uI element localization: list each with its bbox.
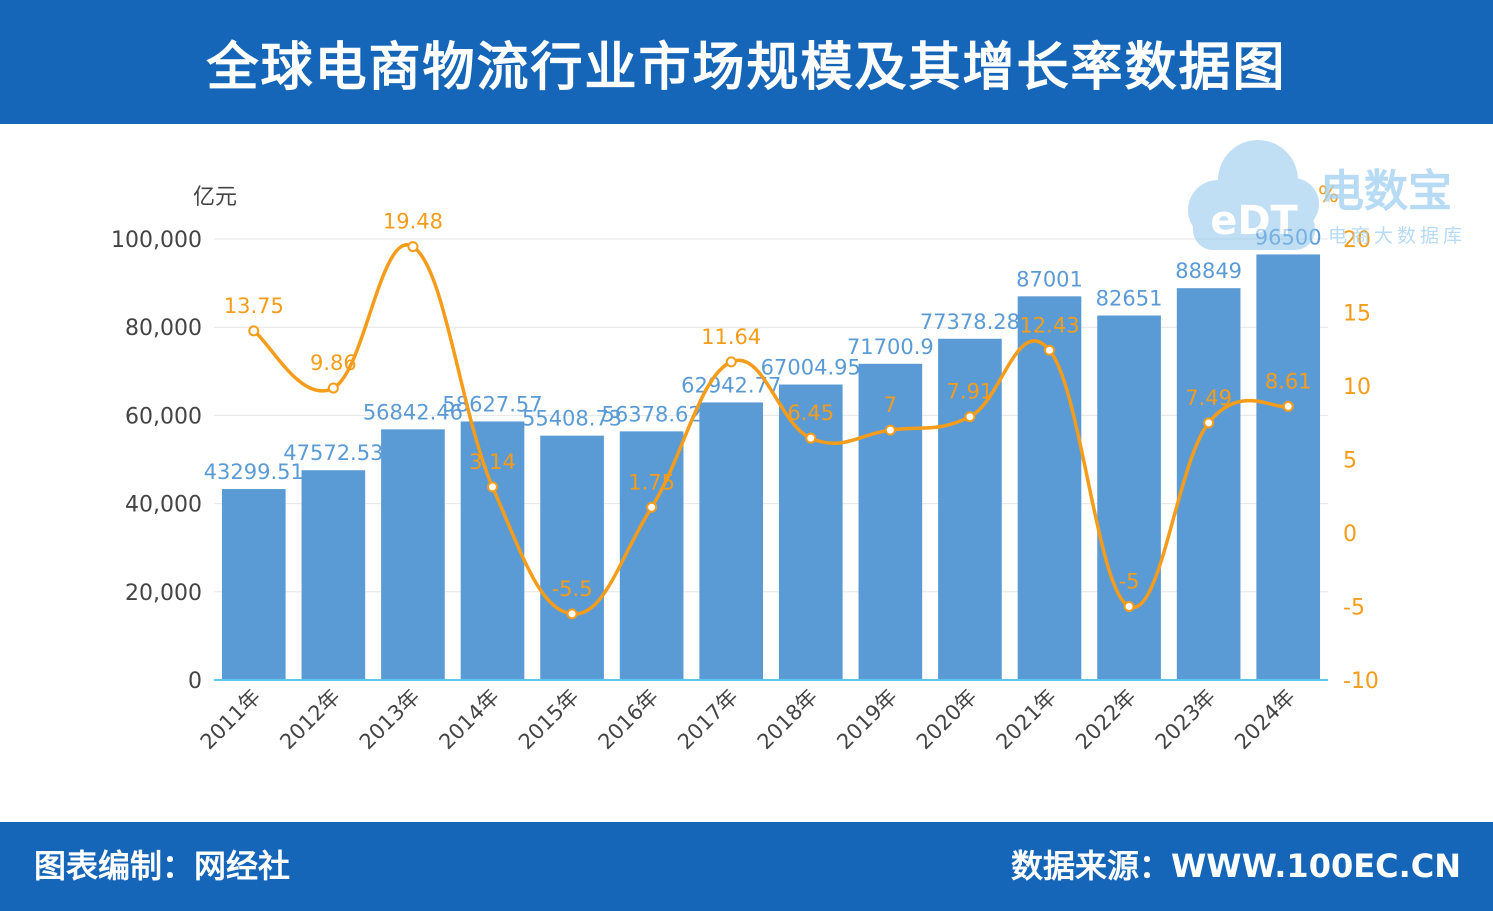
bar	[858, 363, 923, 680]
bar	[699, 402, 764, 680]
edt-logo-icon: eDT	[1188, 140, 1319, 250]
bar-value-label: 55408.73	[522, 407, 622, 431]
y-left-tick-label: 20,000	[125, 581, 202, 606]
x-tick-label: 2017年	[673, 685, 743, 755]
y-right-tick-label: -5	[1343, 596, 1365, 621]
growth-rate-point	[646, 501, 658, 513]
bar-value-label: 87001	[1016, 267, 1083, 291]
bar	[1176, 288, 1241, 680]
line-value-label: 9.86	[310, 351, 357, 375]
growth-rate-point	[1282, 400, 1294, 412]
y-right-tick-label: 5	[1343, 449, 1357, 474]
bar	[301, 470, 366, 680]
line-value-label: 12.43	[1019, 313, 1079, 337]
bar	[1256, 254, 1321, 680]
footer-source: 数据来源：WWW.100EC.CN	[1010, 847, 1461, 885]
bar	[381, 429, 445, 680]
x-tick-label: 2013年	[355, 685, 425, 755]
x-tick-label: 2024年	[1230, 685, 1300, 755]
title-banner: 全球电商物流行业市场规模及其增长率数据图	[0, 0, 1493, 124]
line-value-label: -5.5	[552, 577, 593, 601]
y-right-tick-label: 0	[1343, 522, 1357, 547]
growth-rate-line	[252, 243, 1289, 616]
line-value-label: 11.64	[701, 325, 761, 349]
x-tick-label: 2018年	[753, 685, 823, 755]
watermark-tagline: 电商大数据库	[1328, 225, 1466, 247]
bar-value-label: 56842.46	[363, 400, 463, 424]
bar	[1017, 296, 1082, 680]
logo-letters: eDT	[1210, 198, 1298, 244]
x-tick-label: 2019年	[832, 685, 902, 755]
line-value-label: 3.14	[469, 450, 516, 474]
growth-rate-point	[1044, 344, 1055, 356]
bar-value-label: 43299.51	[204, 460, 304, 484]
growth-rate-point	[566, 608, 578, 620]
x-tick-label: 2011年	[196, 685, 266, 755]
growth-rate-point	[327, 382, 339, 394]
y-right-tick-label: -10	[1343, 669, 1379, 694]
y-left-tick-label: 80,000	[125, 316, 202, 341]
bar	[221, 489, 286, 680]
chart-title: 全球电商物流行业市场规模及其增长率数据图	[206, 37, 1287, 98]
x-tick-label: 2023年	[1151, 685, 1221, 755]
x-tick-label: 2016年	[594, 685, 664, 755]
bar-value-label: 58627.57	[442, 392, 542, 416]
combo-chart: 0 20,000 40,000 60,000 80,000 100,000 亿元 -10 -5 0…	[111, 140, 1466, 755]
y-right-tick-label: 10	[1343, 375, 1371, 400]
line-value-label: 8.61	[1265, 369, 1312, 393]
x-tick-label: 2015年	[514, 685, 584, 755]
line-value-label: 6.45	[787, 401, 834, 425]
line-value-label: 13.75	[224, 294, 284, 318]
bar	[460, 421, 525, 680]
growth-rate-point	[964, 411, 976, 423]
line-value-label: 1.75	[628, 470, 675, 494]
bar	[540, 435, 604, 680]
growth-rate-point	[1203, 417, 1215, 429]
y-left-tick-label: 60,000	[125, 404, 202, 429]
bar	[1097, 315, 1161, 680]
growth-rate-point	[487, 481, 498, 493]
footer-credit: 图表编制：网经社	[34, 847, 291, 885]
line-value-label: 7	[884, 393, 897, 417]
line-value-label: 7.49	[1185, 386, 1232, 410]
growth-rate-point	[805, 432, 817, 444]
bar-value-label: 88849	[1175, 259, 1242, 283]
y-right-tick-label: 15	[1343, 302, 1371, 327]
bar-value-label: 82651	[1096, 287, 1163, 311]
growth-rate-point	[407, 241, 419, 253]
growth-rate-point	[725, 356, 737, 368]
bar-value-label: 56378.62	[602, 402, 702, 426]
line-value-label: 19.48	[383, 210, 443, 234]
x-tick-label: 2014年	[434, 685, 504, 755]
y-right-unit: %	[1318, 183, 1339, 208]
growth-rate-point	[248, 325, 260, 337]
bar	[619, 431, 684, 680]
growth-rate-point	[1123, 601, 1135, 612]
watermark-brand: 电数宝	[1320, 166, 1452, 217]
chart-area: 0 20,000 40,000 60,000 80,000 100,000 亿元 -10 -5 0…	[0, 124, 1493, 822]
bar-value-label: 47572.53	[283, 441, 383, 465]
bar-value-label: 71700.9	[847, 335, 934, 359]
bar-value-label: 77378.28	[920, 310, 1020, 334]
y-left-unit: 亿元	[193, 185, 237, 210]
x-tick-label: 2021年	[991, 685, 1061, 755]
growth-rate-point	[884, 424, 896, 436]
line-value-label: -5	[1119, 570, 1140, 594]
y-left-tick-label: 100,000	[111, 228, 202, 253]
y-right-tick-label: 20	[1343, 228, 1371, 253]
line-value-label: 7.91	[947, 380, 994, 404]
footer-banner: 图表编制：网经社 数据来源：WWW.100EC.CN	[0, 822, 1493, 911]
bar	[778, 384, 843, 680]
x-tick-label: 2022年	[1071, 685, 1141, 755]
y-left-tick-label: 40,000	[125, 493, 202, 518]
x-tick-label: 2012年	[275, 685, 345, 755]
bar-value-label: 67004.95	[761, 356, 861, 380]
x-tick-label: 2020年	[912, 685, 982, 755]
y-left-tick-label: 0	[188, 669, 202, 694]
